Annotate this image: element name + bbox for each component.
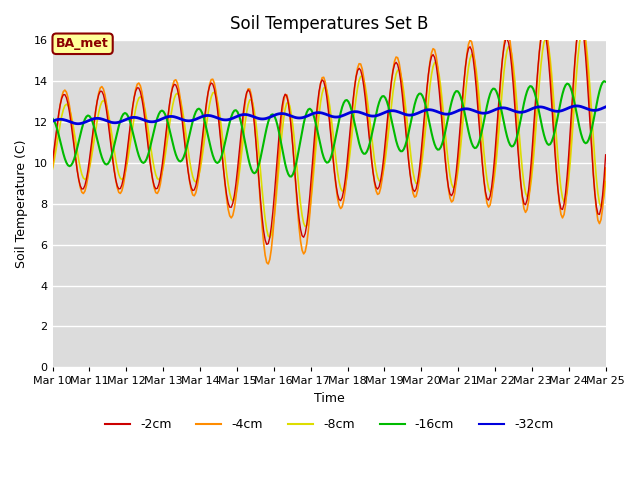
Text: BA_met: BA_met xyxy=(56,37,109,50)
Title: Soil Temperatures Set B: Soil Temperatures Set B xyxy=(230,15,428,33)
X-axis label: Time: Time xyxy=(314,392,344,405)
Legend: -2cm, -4cm, -8cm, -16cm, -32cm: -2cm, -4cm, -8cm, -16cm, -32cm xyxy=(100,413,558,436)
Y-axis label: Soil Temperature (C): Soil Temperature (C) xyxy=(15,140,28,268)
